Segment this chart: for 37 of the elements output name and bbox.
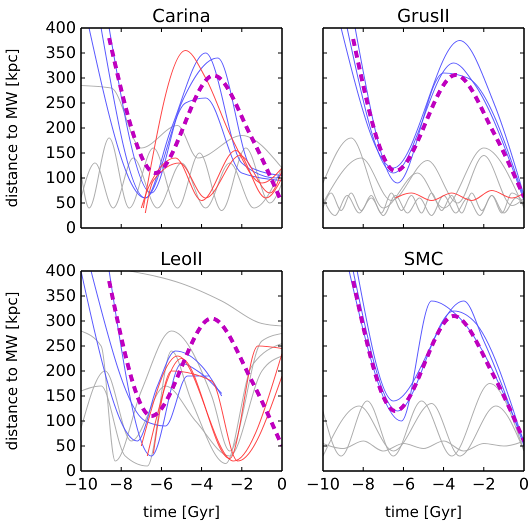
x-tick-label: −2 — [472, 474, 496, 494]
chart-title: LeoII — [160, 249, 203, 270]
y-axis-title: distance to MW [kpc] — [3, 292, 21, 450]
y-tick-label: 200 — [45, 118, 76, 138]
y-tick-label: 50 — [56, 193, 76, 212]
x-tick-label: 0 — [518, 474, 529, 494]
x-tick-label: −6 — [392, 474, 416, 494]
y-tick-label: 300 — [45, 311, 76, 330]
chart-title: SMC — [404, 249, 444, 270]
y-tick-label: 350 — [45, 286, 76, 306]
y-tick-label: 200 — [45, 361, 76, 380]
y-tick-label: 100 — [45, 411, 76, 430]
y-tick-label: 150 — [45, 386, 76, 406]
y-axis-title: distance to MW [kpc] — [3, 48, 21, 208]
chart-title: Carina — [152, 6, 211, 27]
x-tick-label: 0 — [276, 474, 288, 494]
y-tick-label: 400 — [45, 261, 76, 280]
y-tick-label: 250 — [45, 336, 76, 356]
y-tick-label: 400 — [45, 18, 76, 38]
x-tick-label: −8 — [109, 474, 133, 494]
y-tick-label: 150 — [45, 143, 76, 162]
x-tick-label: −4 — [190, 474, 214, 494]
y-tick-label: 250 — [45, 93, 76, 112]
x-axis-title: time [Gyr] — [384, 503, 462, 521]
y-tick-label: 0 — [66, 218, 76, 238]
x-axis-title: time [Gyr] — [142, 503, 220, 521]
y-tick-label: 0 — [66, 461, 76, 480]
x-tick-label: −8 — [351, 474, 375, 494]
y-tick-label: 300 — [45, 68, 76, 88]
x-tick-label: −6 — [150, 474, 174, 494]
y-tick-label: 100 — [45, 168, 76, 188]
chart-title: GrusII — [397, 6, 450, 27]
x-tick-label: −2 — [230, 474, 254, 494]
y-tick-label: 50 — [56, 436, 76, 456]
x-tick-label: −10 — [306, 474, 340, 494]
y-tick-label: 350 — [45, 43, 76, 62]
x-tick-label: −4 — [432, 474, 456, 494]
